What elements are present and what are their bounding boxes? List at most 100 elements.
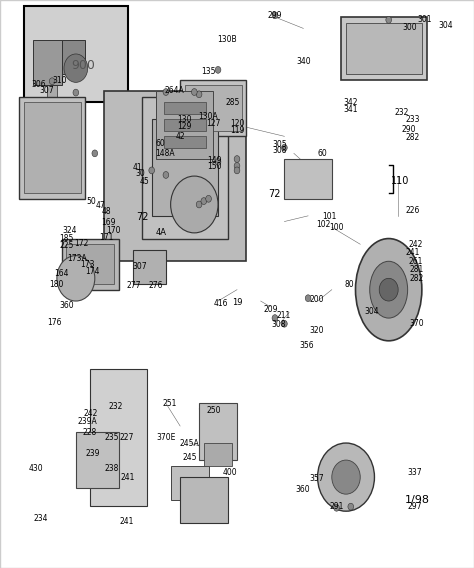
Text: 304: 304 [438, 21, 453, 30]
Text: 416: 416 [213, 299, 228, 308]
Text: 1/98: 1/98 [405, 495, 429, 505]
Circle shape [386, 16, 392, 23]
Circle shape [163, 172, 169, 178]
Text: 324: 324 [63, 225, 77, 235]
Text: 241: 241 [120, 517, 134, 526]
Text: 60: 60 [155, 139, 165, 148]
Bar [62, 239, 118, 290]
Text: 227: 227 [120, 433, 134, 442]
Text: 72: 72 [136, 212, 148, 222]
Circle shape [215, 66, 221, 73]
Bar [199, 403, 237, 460]
Text: 356: 356 [300, 341, 314, 350]
Text: 129: 129 [178, 122, 192, 131]
Text: 276: 276 [148, 281, 163, 290]
Text: 304: 304 [365, 307, 379, 316]
Circle shape [92, 150, 98, 157]
Text: 320: 320 [310, 326, 324, 335]
Circle shape [272, 12, 278, 19]
Text: 172: 172 [74, 239, 89, 248]
Circle shape [234, 156, 240, 162]
Circle shape [282, 144, 287, 151]
Text: 30: 30 [135, 169, 145, 178]
Ellipse shape [64, 54, 88, 82]
Text: 80: 80 [345, 279, 355, 289]
Ellipse shape [379, 278, 398, 301]
Text: 900: 900 [71, 59, 95, 72]
Bar [341, 17, 427, 80]
Bar [142, 97, 228, 239]
Text: 242: 242 [84, 409, 98, 418]
Bar [204, 443, 232, 466]
Text: 235: 235 [104, 433, 118, 442]
Text: 360: 360 [59, 301, 73, 310]
Bar [62, 40, 85, 74]
Text: 341: 341 [344, 105, 358, 114]
Text: 232: 232 [395, 108, 409, 117]
Text: 282: 282 [409, 274, 423, 283]
Circle shape [215, 158, 221, 165]
Circle shape [334, 504, 339, 511]
Circle shape [196, 91, 202, 98]
Text: 285: 285 [225, 98, 239, 107]
Text: 239: 239 [85, 449, 100, 458]
Text: 301: 301 [417, 15, 431, 24]
Circle shape [282, 320, 287, 327]
Circle shape [149, 167, 155, 174]
Text: 282: 282 [405, 133, 419, 142]
Text: 120: 120 [230, 119, 244, 128]
Bar [90, 369, 147, 506]
Text: 42: 42 [175, 132, 185, 141]
Bar [76, 432, 118, 488]
Text: 299: 299 [268, 11, 282, 20]
Text: 307: 307 [133, 262, 147, 272]
Bar [33, 40, 62, 85]
Bar [164, 102, 206, 114]
Text: 245: 245 [182, 453, 197, 462]
Text: 370: 370 [410, 319, 424, 328]
Text: 234: 234 [33, 513, 47, 523]
Text: 357: 357 [310, 474, 324, 483]
Text: 169: 169 [101, 218, 115, 227]
Ellipse shape [318, 443, 374, 511]
Text: 277: 277 [127, 281, 141, 290]
Text: 180: 180 [49, 279, 63, 289]
Text: 19: 19 [232, 298, 242, 307]
Text: 238: 238 [104, 464, 118, 473]
Circle shape [191, 89, 197, 95]
Circle shape [196, 201, 202, 208]
Text: 45: 45 [140, 177, 149, 186]
Text: 245A: 245A [180, 438, 200, 448]
Text: 127: 127 [206, 119, 220, 128]
Text: 101: 101 [322, 212, 337, 222]
Bar [152, 119, 218, 216]
Text: 281: 281 [409, 265, 423, 274]
Bar [24, 6, 128, 102]
Bar [164, 119, 206, 131]
Bar [180, 80, 246, 136]
Bar [164, 136, 206, 148]
Text: 239A: 239A [78, 417, 98, 426]
Text: 400: 400 [223, 468, 237, 477]
Ellipse shape [171, 176, 218, 233]
Text: 226: 226 [405, 206, 419, 215]
Text: 370E: 370E [156, 433, 175, 442]
Text: 250: 250 [206, 406, 220, 415]
Text: 171: 171 [100, 233, 114, 242]
Bar [156, 91, 213, 159]
Text: 308: 308 [273, 146, 287, 155]
Text: 119: 119 [230, 126, 244, 135]
Text: 185: 185 [59, 234, 73, 243]
Text: 130: 130 [178, 115, 192, 124]
Bar [185, 85, 242, 131]
Text: 297: 297 [408, 502, 422, 511]
Text: 264A: 264A [164, 86, 184, 95]
Circle shape [234, 167, 240, 174]
Ellipse shape [332, 460, 360, 494]
Text: 211: 211 [276, 311, 291, 320]
Ellipse shape [370, 261, 408, 318]
Text: 47: 47 [96, 201, 105, 210]
Circle shape [272, 315, 278, 321]
Bar [171, 466, 209, 500]
Circle shape [163, 89, 169, 95]
